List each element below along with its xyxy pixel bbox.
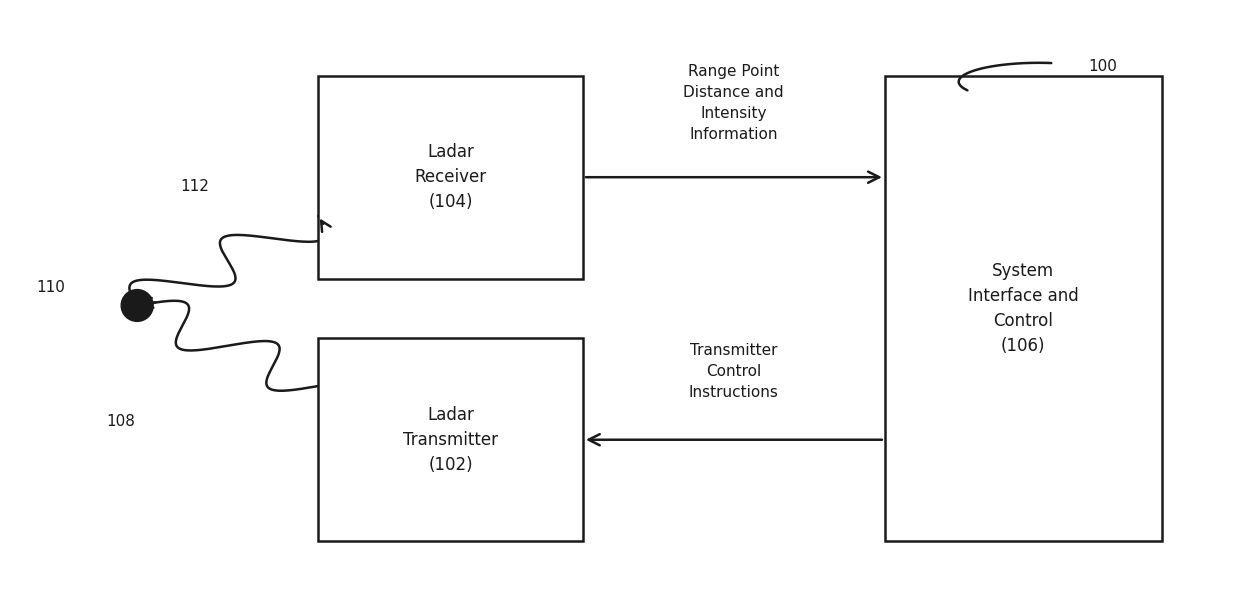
- Text: 112: 112: [181, 178, 210, 194]
- Text: 108: 108: [107, 414, 135, 430]
- Text: System
Interface and
Control
(106): System Interface and Control (106): [968, 262, 1079, 355]
- Bar: [885, 76, 1162, 541]
- Text: 110: 110: [36, 280, 66, 295]
- Text: Range Point
Distance and
Intensity
Information: Range Point Distance and Intensity Infor…: [683, 64, 784, 142]
- Text: Ladar
Receiver
(104): Ladar Receiver (104): [414, 143, 487, 211]
- Bar: [319, 76, 583, 279]
- Text: Ladar
Transmitter
(102): Ladar Transmitter (102): [403, 406, 498, 474]
- Bar: [319, 338, 583, 541]
- Text: Transmitter
Control
Instructions: Transmitter Control Instructions: [688, 342, 779, 400]
- Ellipse shape: [122, 290, 154, 321]
- Text: 100: 100: [1087, 59, 1117, 74]
